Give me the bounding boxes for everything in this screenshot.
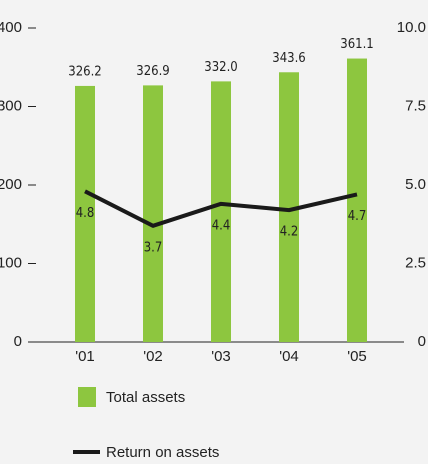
y-tick-label: 100 [0, 254, 22, 271]
bar [143, 85, 163, 343]
x-tick-label: '01 [75, 348, 95, 365]
x-tick-label: '03 [211, 348, 231, 365]
line-value-label: 4.7 [348, 209, 367, 224]
y2-tick-label: 10.0 [397, 19, 426, 36]
legend-label: Total assets [106, 389, 185, 406]
y-tick-label: 200 [0, 176, 22, 193]
bar [211, 81, 231, 342]
y-tick-label: 400 [0, 19, 22, 36]
x-tick-label: '04 [279, 348, 299, 365]
line [84, 189, 358, 228]
y2-tick-label: 5.0 [405, 176, 426, 193]
y2-tick-label: 2.5 [405, 254, 426, 271]
bar-value-label: 326.9 [136, 64, 169, 79]
y-tick-label: 300 [0, 97, 22, 114]
legend-label: Return on assets [106, 444, 219, 461]
y2-tick-label: 7.5 [405, 97, 426, 114]
line-value-label: 4.2 [280, 225, 299, 240]
bar-value-label: 332.0 [204, 60, 237, 75]
bar-value-label: 343.6 [272, 51, 305, 66]
bar [347, 58, 367, 342]
x-tick-label: '05 [347, 348, 367, 365]
x-tick-label: '02 [143, 348, 163, 365]
bar-value-label: 361.1 [340, 37, 373, 52]
line-value-label: 4.4 [212, 218, 231, 233]
bar-value-label: 326.2 [68, 64, 101, 79]
y-tick-label: 0 [14, 333, 22, 350]
y2-tick-label: 0 [418, 333, 426, 350]
line-value-label: 3.7 [144, 240, 163, 255]
bar [279, 72, 299, 343]
legend-swatch [78, 387, 96, 407]
line-value-label: 4.8 [76, 206, 95, 221]
bar [75, 85, 95, 343]
